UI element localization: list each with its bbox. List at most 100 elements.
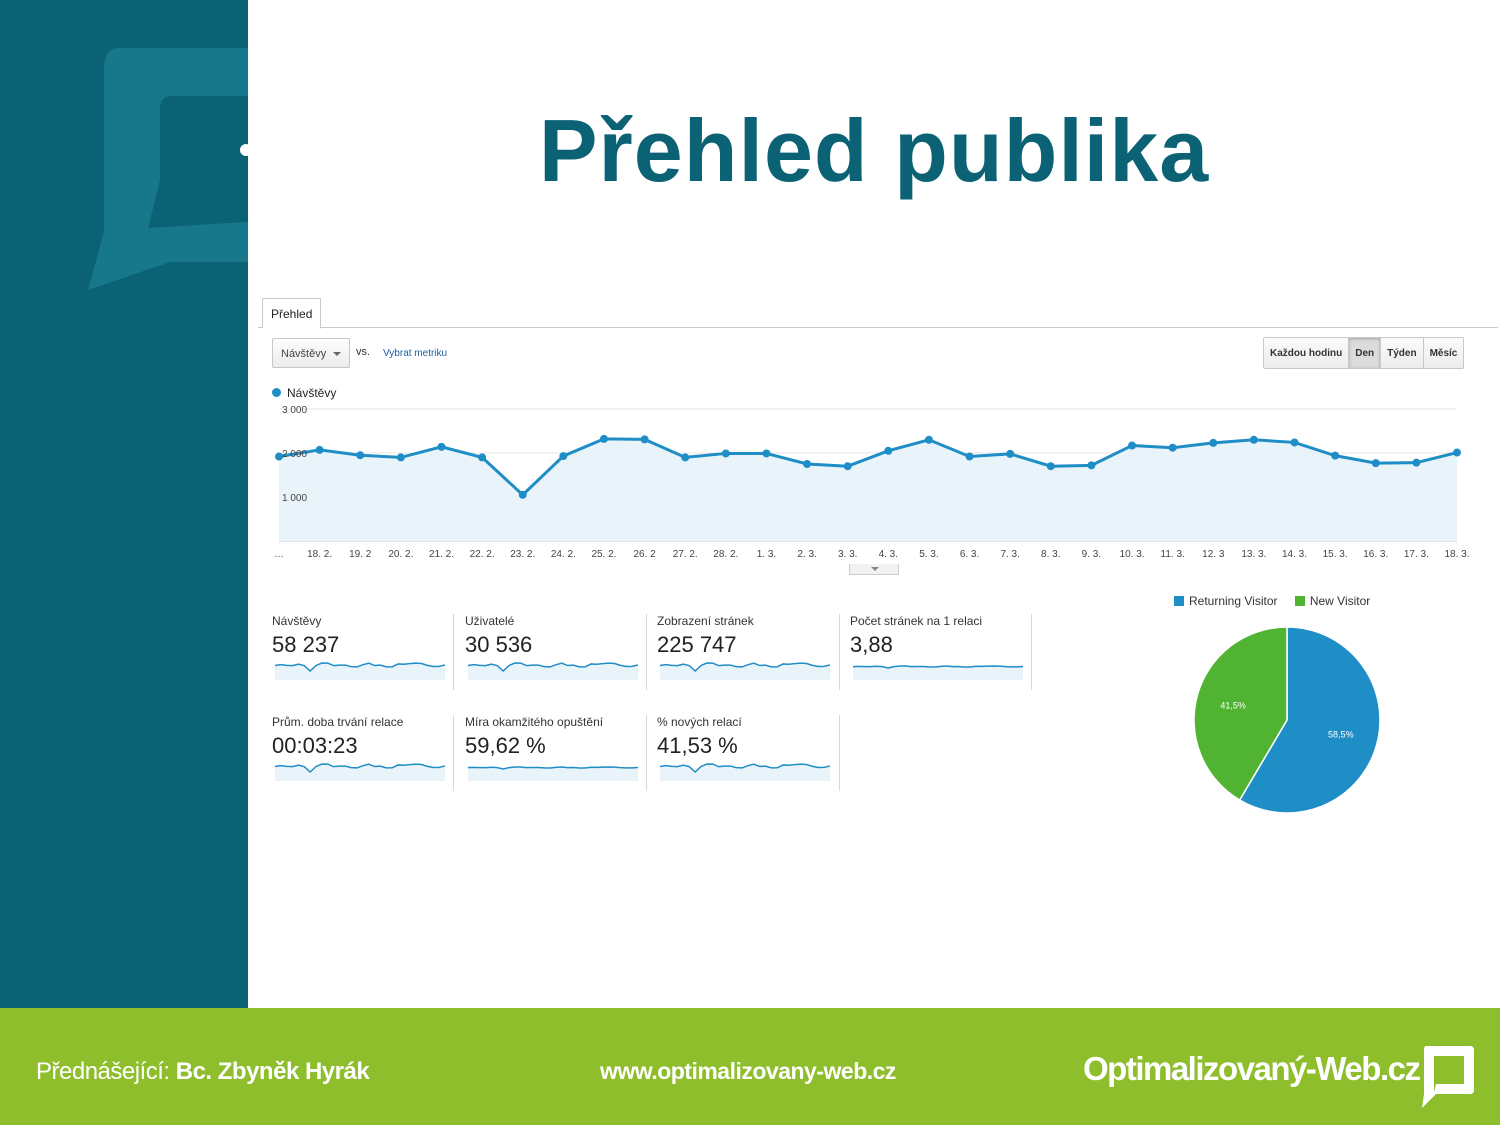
sparkline [467,766,639,781]
stat-label: % nových relací [657,715,742,729]
x-tick-label: 1. 3. [757,549,776,560]
granularity-hourly-button[interactable]: Každou hodinu [1264,338,1350,368]
sparkline-line [659,763,831,774]
sparkline-area [275,663,445,680]
legend-dot-icon [272,388,281,397]
sparkline-line [467,662,639,673]
x-tick-label: 25. 2. [591,549,616,560]
x-tick-label: 28. 2. [713,549,738,560]
stat-pageviews: Zobrazení stránek 225 747 [657,614,847,692]
x-tick-label: 4. 3. [879,549,898,560]
stat-value: 3,88 [850,632,893,657]
x-tick-label: 27. 2. [673,549,698,560]
sparkline [659,662,831,680]
sparkline-area [468,663,638,680]
x-tick-label: 7. 3. [1000,549,1019,560]
stat-value: 59,62 % [465,733,546,758]
data-point [884,446,893,455]
data-point [437,442,446,451]
x-tick-label: 8. 3. [1041,549,1060,560]
sparkline [467,662,639,680]
x-tick-label: 19. 2 [349,549,372,560]
chevron-down-icon [333,352,341,356]
footer-speaker-name: Bc. Zbyněk Hyrák [175,1058,370,1085]
x-tick-label: 11. 3. [1161,549,1185,560]
pie-legend-label: Returning Visitor [1189,594,1278,608]
data-point [803,460,812,468]
stat-divider [839,614,840,690]
y-tick-label: 3 000 [282,405,307,416]
granularity-month-button[interactable]: Měsíc [1423,338,1464,368]
x-tick-label: 22. 2. [470,549,495,560]
x-tick-label: 10. 3. [1120,549,1145,560]
sparkline-area [660,663,830,680]
x-tick-label: 2. 3. [797,549,816,560]
data-point [559,452,568,461]
footer-brand: Optimalizovaný-Web.cz [1083,1050,1421,1087]
tab-overview[interactable]: Přehled [262,298,322,329]
data-point [315,445,324,454]
metric-select[interactable]: Návštěvy [272,338,350,368]
stat-value: 30 536 [465,632,533,657]
data-point [518,490,527,499]
sparkline-line [274,763,446,774]
stat-new-sessions: % nových relací 41,53 % [657,715,847,793]
chart-resize-handle[interactable] [849,564,899,575]
stat-bounce-rate: Míra okamžitého opuštění 59,62 % [465,715,655,793]
stat-divider [453,614,454,690]
data-point [1412,458,1421,467]
pie-legend-item: Returning Visitor [1174,594,1278,608]
data-point [640,435,649,444]
pick-metric-link[interactable]: Vybrat metriku [383,348,448,359]
sparkline-area [660,764,830,781]
pie-slice [1238,626,1381,814]
stat-value: 41,53 % [657,733,738,758]
x-tick-label: 6. 3. [960,549,979,560]
granularity-week-button[interactable]: Týden [1381,338,1424,368]
pie-legend: Returning Visitor New Visitor [1174,594,1384,608]
data-point [1046,462,1055,471]
footer-speaker-prefix: Přednášející: [36,1058,170,1085]
x-tick-label: 18. 3. [1444,549,1469,560]
data-point [1168,443,1177,452]
speech-bubble-decor-icon [88,48,248,290]
x-tick-label: 20. 2. [388,549,413,560]
sparkline-area [275,764,445,781]
tab-strip: Přehled [258,296,1498,329]
stat-value: 58 237 [272,632,340,657]
x-tick-label: 5. 3. [919,549,938,560]
x-tick-label: 21. 2. [429,549,454,560]
sparkline-line [852,665,1024,669]
pie-slice [1193,626,1288,802]
data-point [275,452,283,461]
stat-visits: Návštěvy 58 237 [272,614,462,692]
data-point [924,435,933,444]
series-area [279,438,1457,541]
stat-label: Prům. doba trvání relace [272,715,404,729]
x-tick-label: 14. 3. [1282,549,1307,560]
x-tick-label: 15. 3. [1323,549,1348,560]
x-tick-label: 24. 2. [551,549,576,560]
stat-value: 00:03:23 [272,733,358,758]
stat-label: Míra okamžitého opuštění [465,715,604,729]
data-point [599,434,608,443]
x-tick-label: 13. 3. [1241,549,1266,560]
footer-bar: Přednášející: Bc. Zbyněk Hyrák www.optim… [0,1008,1500,1125]
legend-swatch-icon [1174,596,1184,606]
data-point [478,453,487,462]
data-point [762,449,771,458]
metric-select-value: Návštěvy [281,348,327,360]
granularity-toggle: Každou hodinu Den Týden Měsíc [1263,337,1465,369]
x-tick-label: 18. 2. [307,549,332,560]
stat-divider [1031,614,1032,690]
slide-title: Přehled publika [538,101,1210,200]
granularity-day-button[interactable]: Den [1349,338,1382,368]
data-point [1209,438,1218,447]
visitor-type-pie-chart: 58,5% 41,5% [1193,626,1381,814]
stat-label: Počet stránek na 1 relaci [850,614,983,628]
footer-url: www.optimalizovany-web.cz [600,1058,896,1084]
stat-label: Zobrazení stránek [657,614,754,628]
sparkline [659,763,831,781]
data-point [843,462,852,471]
data-point [721,449,730,458]
